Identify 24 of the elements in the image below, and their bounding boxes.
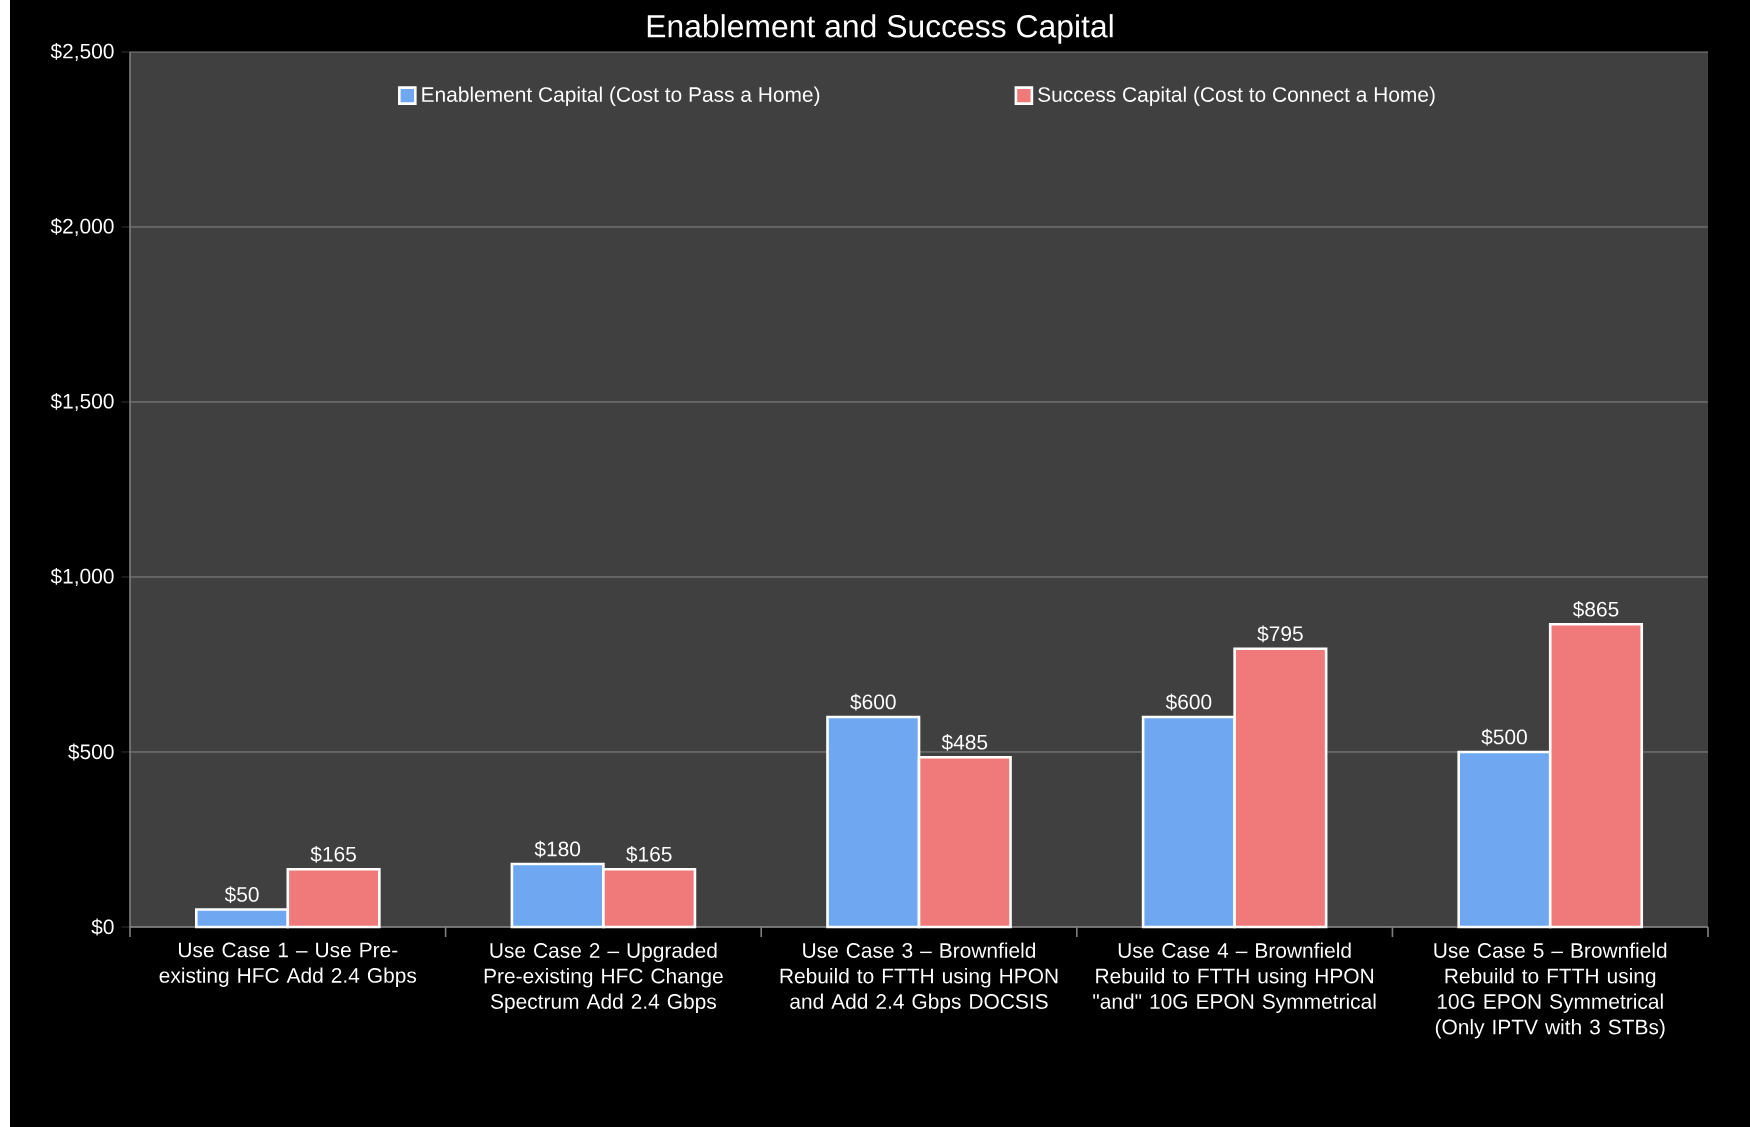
data-label: $485 [941, 733, 988, 751]
legend-label: Success Capital (Cost to Connect a Home) [1038, 86, 1435, 107]
data-label: $795 [1257, 625, 1303, 643]
x-tick-label: Use Case 3 – Brownfield Rebuild to FTTH using HPON and Add 2.4 Gbps DOCSIS [780, 942, 1058, 1014]
data-label: $500 [1481, 728, 1527, 746]
data-label: $865 [1572, 600, 1619, 618]
y-tick-label: $2,500 [50, 42, 114, 62]
data-label: $600 [850, 693, 896, 711]
x-tick-label: Use Case 2 – Upgraded Pre-existing HFC Change Spectrum Add 2.4 Gbps [484, 942, 723, 1014]
x-tick-label: Use Case 1 – Use Pre-existing HFC Add 2.4 Gbps [159, 942, 417, 987]
data-label: $180 [534, 840, 581, 858]
y-tick-label: $1,000 [50, 567, 114, 587]
chart-title: Enablement and Success Capital [647, 14, 1113, 44]
x-tick-label: Use Case 4 – Brownfield Rebuild to FTTH using HPON "and" 10G EPON Symmetrical [1093, 942, 1376, 1014]
x-tick-label: Use Case 5 – Brownfield Rebuild to FTTH using 10G EPON Symmetrical (Only IPTV with 3 STBs) [1434, 942, 1667, 1039]
data-label: $50 [224, 886, 259, 904]
data-label: $600 [1165, 693, 1212, 711]
legend-label: Enablement Capital (Cost to Pass a Home) [422, 86, 820, 107]
data-label: $165 [310, 845, 356, 863]
y-tick-label: $0 [91, 918, 114, 936]
data-label: $165 [626, 845, 672, 863]
y-tick-label: $500 [68, 743, 114, 761]
y-tick-label: $2,000 [50, 217, 114, 237]
y-tick-label: $1,500 [50, 392, 114, 412]
